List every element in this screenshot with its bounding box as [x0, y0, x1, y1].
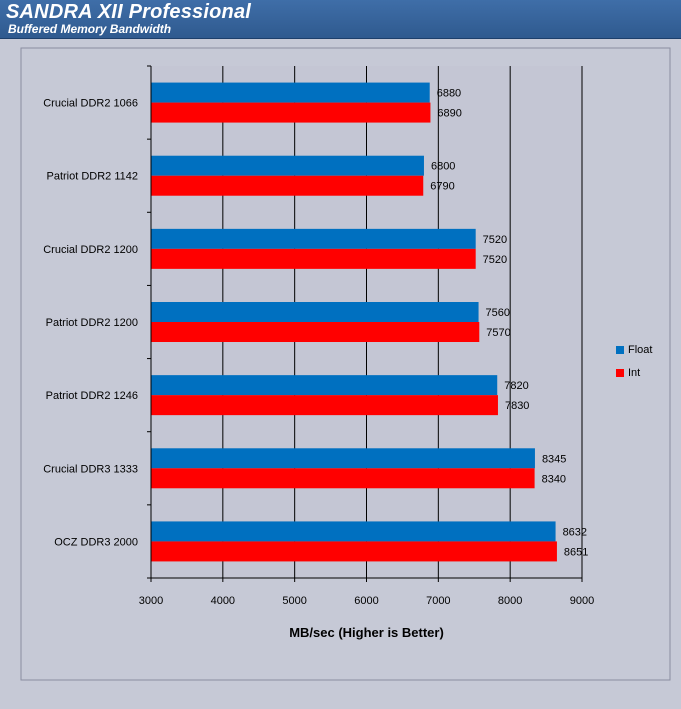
bar-float	[151, 155, 424, 176]
bar-int	[151, 541, 557, 562]
data-label: 8632	[563, 526, 587, 538]
category-label: Patriot DDR2 1200	[46, 317, 138, 329]
data-label: 6890	[437, 108, 461, 120]
x-tick-label: 6000	[354, 595, 378, 607]
category-label: OCZ DDR3 2000	[54, 536, 138, 548]
legend-item-float: Float	[616, 344, 652, 356]
bar-float	[151, 302, 479, 322]
bar-int	[151, 175, 424, 196]
legend-label-int: Int	[628, 367, 641, 379]
bars	[151, 82, 557, 562]
data-label: 8651	[564, 546, 588, 558]
bar-float	[151, 448, 535, 469]
data-label: 7830	[505, 400, 529, 412]
data-label: 6800	[431, 161, 455, 173]
bar-int	[151, 248, 476, 269]
x-tick-label: 9000	[570, 595, 594, 607]
category-label: Patriot DDR2 1246	[46, 390, 138, 402]
data-label: 7570	[486, 327, 510, 339]
bar-float	[151, 521, 556, 542]
chart-header: SANDRA XII Professional Buffered Memory …	[0, 0, 681, 39]
bar-int	[151, 395, 498, 416]
data-label: 7520	[483, 234, 507, 246]
data-label: 7520	[483, 254, 507, 266]
bar-int	[151, 102, 431, 123]
x-tick-label: 5000	[282, 595, 306, 607]
bar-int	[151, 322, 480, 342]
data-label: 8345	[542, 453, 566, 465]
axes	[147, 65, 583, 582]
bar-float	[151, 82, 430, 103]
x-tick-label: 7000	[426, 595, 450, 607]
category-label: Crucial DDR2 1066	[43, 98, 138, 110]
x-tick-label: 4000	[211, 595, 235, 607]
bar-float	[151, 375, 498, 396]
legend-swatch-float	[616, 346, 624, 354]
bar-float	[151, 228, 476, 249]
category-label: Crucial DDR3 1333	[43, 463, 138, 475]
chart-subtitle: Buffered Memory Bandwidth	[8, 22, 172, 36]
data-label: 8340	[542, 473, 566, 485]
x-tick-label: 8000	[498, 595, 522, 607]
data-label: 7560	[486, 307, 510, 319]
legend-item-int: Int	[616, 367, 640, 379]
bar-int	[151, 468, 535, 489]
legend-label-float: Float	[628, 344, 653, 356]
data-label: 6790	[430, 181, 454, 193]
legend-swatch-int	[616, 369, 624, 377]
data-label: 6880	[437, 88, 461, 100]
x-tick-label: 3000	[139, 595, 163, 607]
labels: 3000 4000 5000 6000 7000 8000 9000 Crucial DDR2…	[43, 88, 594, 607]
category-label: Patriot DDR2 1142	[46, 171, 138, 183]
data-label: 7820	[504, 380, 528, 392]
category-label: Crucial DDR2 1200	[43, 244, 138, 256]
chart-title: SANDRA XII Professional	[6, 1, 252, 23]
x-axis-title: MB/sec (Higher is Better)	[289, 625, 444, 640]
